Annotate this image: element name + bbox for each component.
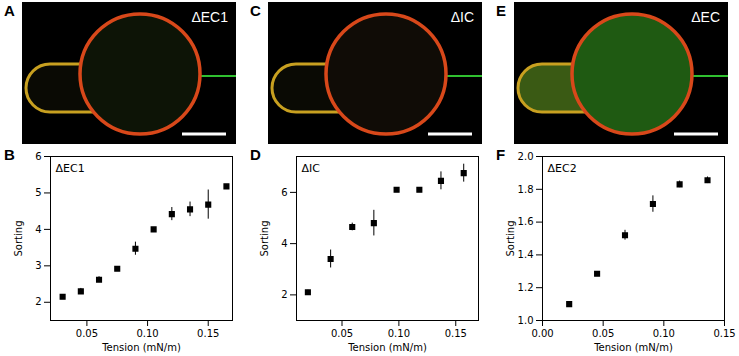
svg-text:ΔEC1: ΔEC1 bbox=[56, 162, 85, 175]
svg-text:0.15: 0.15 bbox=[713, 328, 735, 339]
html-text:A: A bbox=[4, 2, 15, 19]
svg-text:Sorting: Sorting bbox=[259, 221, 270, 257]
svg-text:Tension (mN/m): Tension (mN/m) bbox=[593, 342, 673, 353]
svg-text:ΔIC: ΔIC bbox=[302, 162, 321, 175]
svg-text:0.15: 0.15 bbox=[197, 328, 219, 339]
svg-text:0.10: 0.10 bbox=[653, 328, 675, 339]
svg-text:ΔEC2: ΔEC2 bbox=[548, 162, 577, 175]
svg-text:1.0: 1.0 bbox=[518, 315, 534, 326]
svg-text:6: 6 bbox=[281, 187, 287, 198]
svg-text:5: 5 bbox=[35, 187, 41, 198]
svg-text:ΔEC: ΔEC bbox=[691, 9, 720, 25]
svg-text:Sorting: Sorting bbox=[505, 221, 516, 257]
html-text:F: F bbox=[496, 146, 506, 163]
svg-text:2: 2 bbox=[281, 289, 287, 300]
svg-text:Sorting: Sorting bbox=[13, 221, 24, 257]
html-text:C: C bbox=[250, 2, 261, 19]
svg-text:2: 2 bbox=[35, 296, 41, 307]
svg-text:1.4: 1.4 bbox=[518, 249, 534, 260]
svg-text:1.8: 1.8 bbox=[518, 184, 534, 195]
svg-text:0.00: 0.00 bbox=[531, 328, 553, 339]
svg-text:0.05: 0.05 bbox=[331, 328, 353, 339]
svg-text:1.2: 1.2 bbox=[518, 282, 534, 293]
svg-text:3: 3 bbox=[35, 260, 41, 271]
html-text:D: D bbox=[250, 146, 261, 163]
svg-text:Tension (mN/m): Tension (mN/m) bbox=[347, 342, 427, 353]
svg-text:0.15: 0.15 bbox=[445, 328, 467, 339]
svg-text:4: 4 bbox=[35, 224, 41, 235]
svg-text:Tension (mN/m): Tension (mN/m) bbox=[101, 342, 181, 353]
svg-text:4: 4 bbox=[281, 238, 287, 249]
svg-text:2.0: 2.0 bbox=[518, 151, 534, 162]
svg-text:ΔIC: ΔIC bbox=[451, 9, 474, 25]
svg-text:0.10: 0.10 bbox=[388, 328, 410, 339]
svg-text:0.10: 0.10 bbox=[136, 328, 158, 339]
svg-text:0.05: 0.05 bbox=[76, 328, 98, 339]
html-text:E: E bbox=[496, 2, 506, 19]
svg-text:6: 6 bbox=[35, 151, 41, 162]
html-text:B: B bbox=[4, 146, 15, 163]
svg-text:0.05: 0.05 bbox=[592, 328, 614, 339]
svg-text:1.6: 1.6 bbox=[518, 216, 534, 227]
svg-text:ΔEC1: ΔEC1 bbox=[191, 9, 228, 25]
